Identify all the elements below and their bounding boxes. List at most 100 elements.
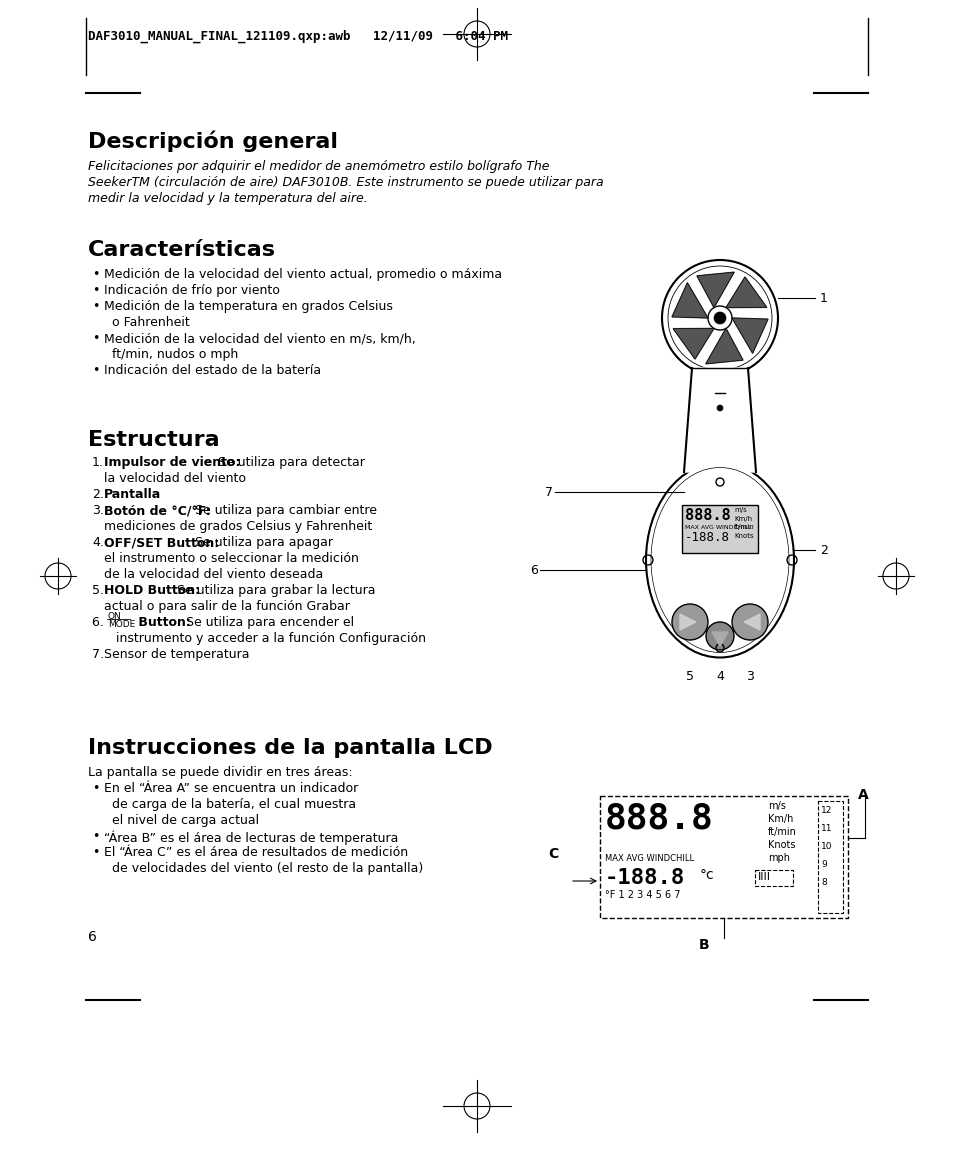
Text: 8: 8 bbox=[821, 878, 826, 887]
Text: -188.8: -188.8 bbox=[684, 531, 729, 544]
Text: m/s
Km/h
ft/min
Knots: m/s Km/h ft/min Knots bbox=[733, 506, 754, 539]
Circle shape bbox=[717, 405, 722, 411]
Text: ft/min: ft/min bbox=[767, 828, 796, 837]
Text: MAX AVG WINDCHILL: MAX AVG WINDCHILL bbox=[684, 525, 751, 529]
Text: el nivel de carga actual: el nivel de carga actual bbox=[104, 814, 259, 828]
Text: °c: °c bbox=[700, 868, 714, 882]
Text: el instrumento o seleccionar la medición: el instrumento o seleccionar la medición bbox=[91, 552, 358, 565]
Text: Se utiliza para detectar: Se utiliza para detectar bbox=[213, 456, 364, 468]
Text: •: • bbox=[91, 782, 99, 795]
Text: 888.8: 888.8 bbox=[684, 508, 730, 523]
Text: Se utiliza para apagar: Se utiliza para apagar bbox=[191, 536, 333, 549]
Text: C: C bbox=[547, 847, 558, 861]
Circle shape bbox=[671, 604, 707, 640]
Text: 5.: 5. bbox=[91, 584, 104, 597]
Circle shape bbox=[731, 604, 767, 640]
Text: 12: 12 bbox=[821, 806, 832, 815]
Circle shape bbox=[713, 312, 725, 323]
Text: •: • bbox=[91, 846, 99, 859]
Bar bbox=[599, 796, 847, 918]
Text: “Área B” es el área de lecturas de temperatura: “Área B” es el área de lecturas de tempe… bbox=[104, 830, 398, 845]
Text: Medición de la temperatura en grados Celsius: Medición de la temperatura en grados Cel… bbox=[104, 300, 393, 313]
Polygon shape bbox=[705, 328, 742, 364]
Text: La pantalla se puede dividir en tres áreas:: La pantalla se puede dividir en tres áre… bbox=[88, 767, 353, 779]
Text: MAX AVG WINDCHILL: MAX AVG WINDCHILL bbox=[604, 854, 694, 863]
Text: 7: 7 bbox=[544, 486, 553, 498]
Text: •: • bbox=[91, 268, 99, 281]
Text: -188.8: -188.8 bbox=[604, 868, 684, 889]
Text: Felicitaciones por adquirir el medidor de anemómetro estilo bolígrafo The: Felicitaciones por adquirir el medidor d… bbox=[88, 160, 549, 173]
Text: Descripción general: Descripción general bbox=[88, 130, 337, 152]
Text: ON: ON bbox=[108, 612, 122, 622]
Text: •: • bbox=[91, 284, 99, 297]
Text: En el “Área A” se encuentra un indicador: En el “Área A” se encuentra un indicador bbox=[104, 782, 358, 795]
Text: •: • bbox=[91, 364, 99, 378]
Text: •: • bbox=[91, 830, 99, 843]
Text: A: A bbox=[857, 788, 868, 802]
Text: 2.: 2. bbox=[91, 488, 104, 501]
Text: de la velocidad del viento deseada: de la velocidad del viento deseada bbox=[91, 567, 323, 581]
Text: 3: 3 bbox=[745, 670, 753, 683]
Polygon shape bbox=[725, 277, 766, 307]
Text: Se utiliza para encender el: Se utiliza para encender el bbox=[182, 616, 354, 628]
Text: Características: Características bbox=[88, 241, 275, 260]
Text: la velocidad del viento: la velocidad del viento bbox=[91, 472, 246, 485]
Text: Medición de la velocidad del viento actual, promedio o máxima: Medición de la velocidad del viento actu… bbox=[104, 268, 501, 281]
Polygon shape bbox=[743, 613, 760, 630]
Text: Indicación de frío por viento: Indicación de frío por viento bbox=[104, 284, 279, 297]
Text: de velocidades del viento (el resto de la pantalla): de velocidades del viento (el resto de l… bbox=[104, 862, 423, 875]
Text: •: • bbox=[91, 331, 99, 345]
Circle shape bbox=[705, 622, 733, 650]
Polygon shape bbox=[697, 272, 734, 307]
Text: Se utiliza para grabar la lectura: Se utiliza para grabar la lectura bbox=[173, 584, 375, 597]
Circle shape bbox=[707, 306, 731, 330]
Polygon shape bbox=[671, 283, 707, 318]
Polygon shape bbox=[731, 318, 767, 353]
Text: 1: 1 bbox=[820, 291, 827, 305]
Text: 3.: 3. bbox=[91, 504, 104, 517]
Bar bbox=[817, 801, 842, 913]
Text: 4: 4 bbox=[716, 670, 723, 683]
Text: Indicación del estado de la batería: Indicación del estado de la batería bbox=[104, 364, 321, 378]
Text: DAF3010_MANUAL_FINAL_121109.qxp:awb   12/11/09   6:04 PM: DAF3010_MANUAL_FINAL_121109.qxp:awb 12/1… bbox=[88, 30, 507, 44]
Text: 6: 6 bbox=[530, 564, 537, 577]
Text: 1.: 1. bbox=[91, 456, 104, 468]
Text: o Fahrenheit: o Fahrenheit bbox=[104, 317, 190, 329]
Text: Button:: Button: bbox=[133, 616, 191, 628]
Text: Instrucciones de la pantalla LCD: Instrucciones de la pantalla LCD bbox=[88, 738, 492, 759]
Text: 888.8: 888.8 bbox=[604, 801, 713, 834]
Text: Estructura: Estructura bbox=[88, 430, 219, 450]
FancyBboxPatch shape bbox=[681, 505, 758, 552]
Text: 6: 6 bbox=[88, 930, 97, 944]
Text: medir la velocidad y la temperatura del aire.: medir la velocidad y la temperatura del … bbox=[88, 192, 367, 205]
Text: Km/h: Km/h bbox=[767, 814, 793, 824]
Polygon shape bbox=[683, 368, 755, 472]
Text: Medición de la velocidad del viento en m/s, km/h,: Medición de la velocidad del viento en m… bbox=[104, 331, 416, 345]
Text: IIII: IIII bbox=[758, 872, 770, 882]
Text: ft/min, nudos o mph: ft/min, nudos o mph bbox=[104, 348, 238, 361]
Text: SeekerTM (circulación de aire) DAF3010B. Este instrumento se puede utilizar para: SeekerTM (circulación de aire) DAF3010B.… bbox=[88, 176, 603, 189]
Text: actual o para salir de la función Grabar: actual o para salir de la función Grabar bbox=[91, 600, 350, 613]
Text: 6.: 6. bbox=[91, 616, 108, 628]
Text: 5: 5 bbox=[685, 670, 693, 683]
Text: •: • bbox=[91, 300, 99, 313]
Polygon shape bbox=[711, 632, 727, 646]
Text: °F 1 2 3 4 5 6 7: °F 1 2 3 4 5 6 7 bbox=[604, 890, 679, 900]
Text: MODE: MODE bbox=[108, 620, 135, 628]
Text: 2: 2 bbox=[820, 543, 827, 556]
Polygon shape bbox=[673, 328, 713, 359]
Text: El “Área C” es el área de resultados de medición: El “Área C” es el área de resultados de … bbox=[104, 846, 408, 859]
Text: 4.: 4. bbox=[91, 536, 104, 549]
Text: 10: 10 bbox=[821, 843, 832, 851]
Text: de carga de la batería, el cual muestra: de carga de la batería, el cual muestra bbox=[104, 798, 355, 811]
Text: Impulsor de viento:: Impulsor de viento: bbox=[104, 456, 240, 468]
Text: Se utiliza para cambiar entre: Se utiliza para cambiar entre bbox=[191, 504, 376, 517]
Text: Sensor de temperatura: Sensor de temperatura bbox=[104, 648, 249, 661]
Text: OFF/SET Button:: OFF/SET Button: bbox=[104, 536, 218, 549]
Text: mph: mph bbox=[767, 853, 789, 863]
Text: Botón de °C/°F:: Botón de °C/°F: bbox=[104, 504, 210, 517]
Text: instrumento y acceder a la función Configuración: instrumento y acceder a la función Confi… bbox=[104, 632, 426, 645]
Text: mediciones de grados Celsius y Fahrenheit: mediciones de grados Celsius y Fahrenhei… bbox=[91, 520, 372, 533]
Text: Knots: Knots bbox=[767, 840, 795, 849]
Text: 11: 11 bbox=[821, 824, 832, 833]
